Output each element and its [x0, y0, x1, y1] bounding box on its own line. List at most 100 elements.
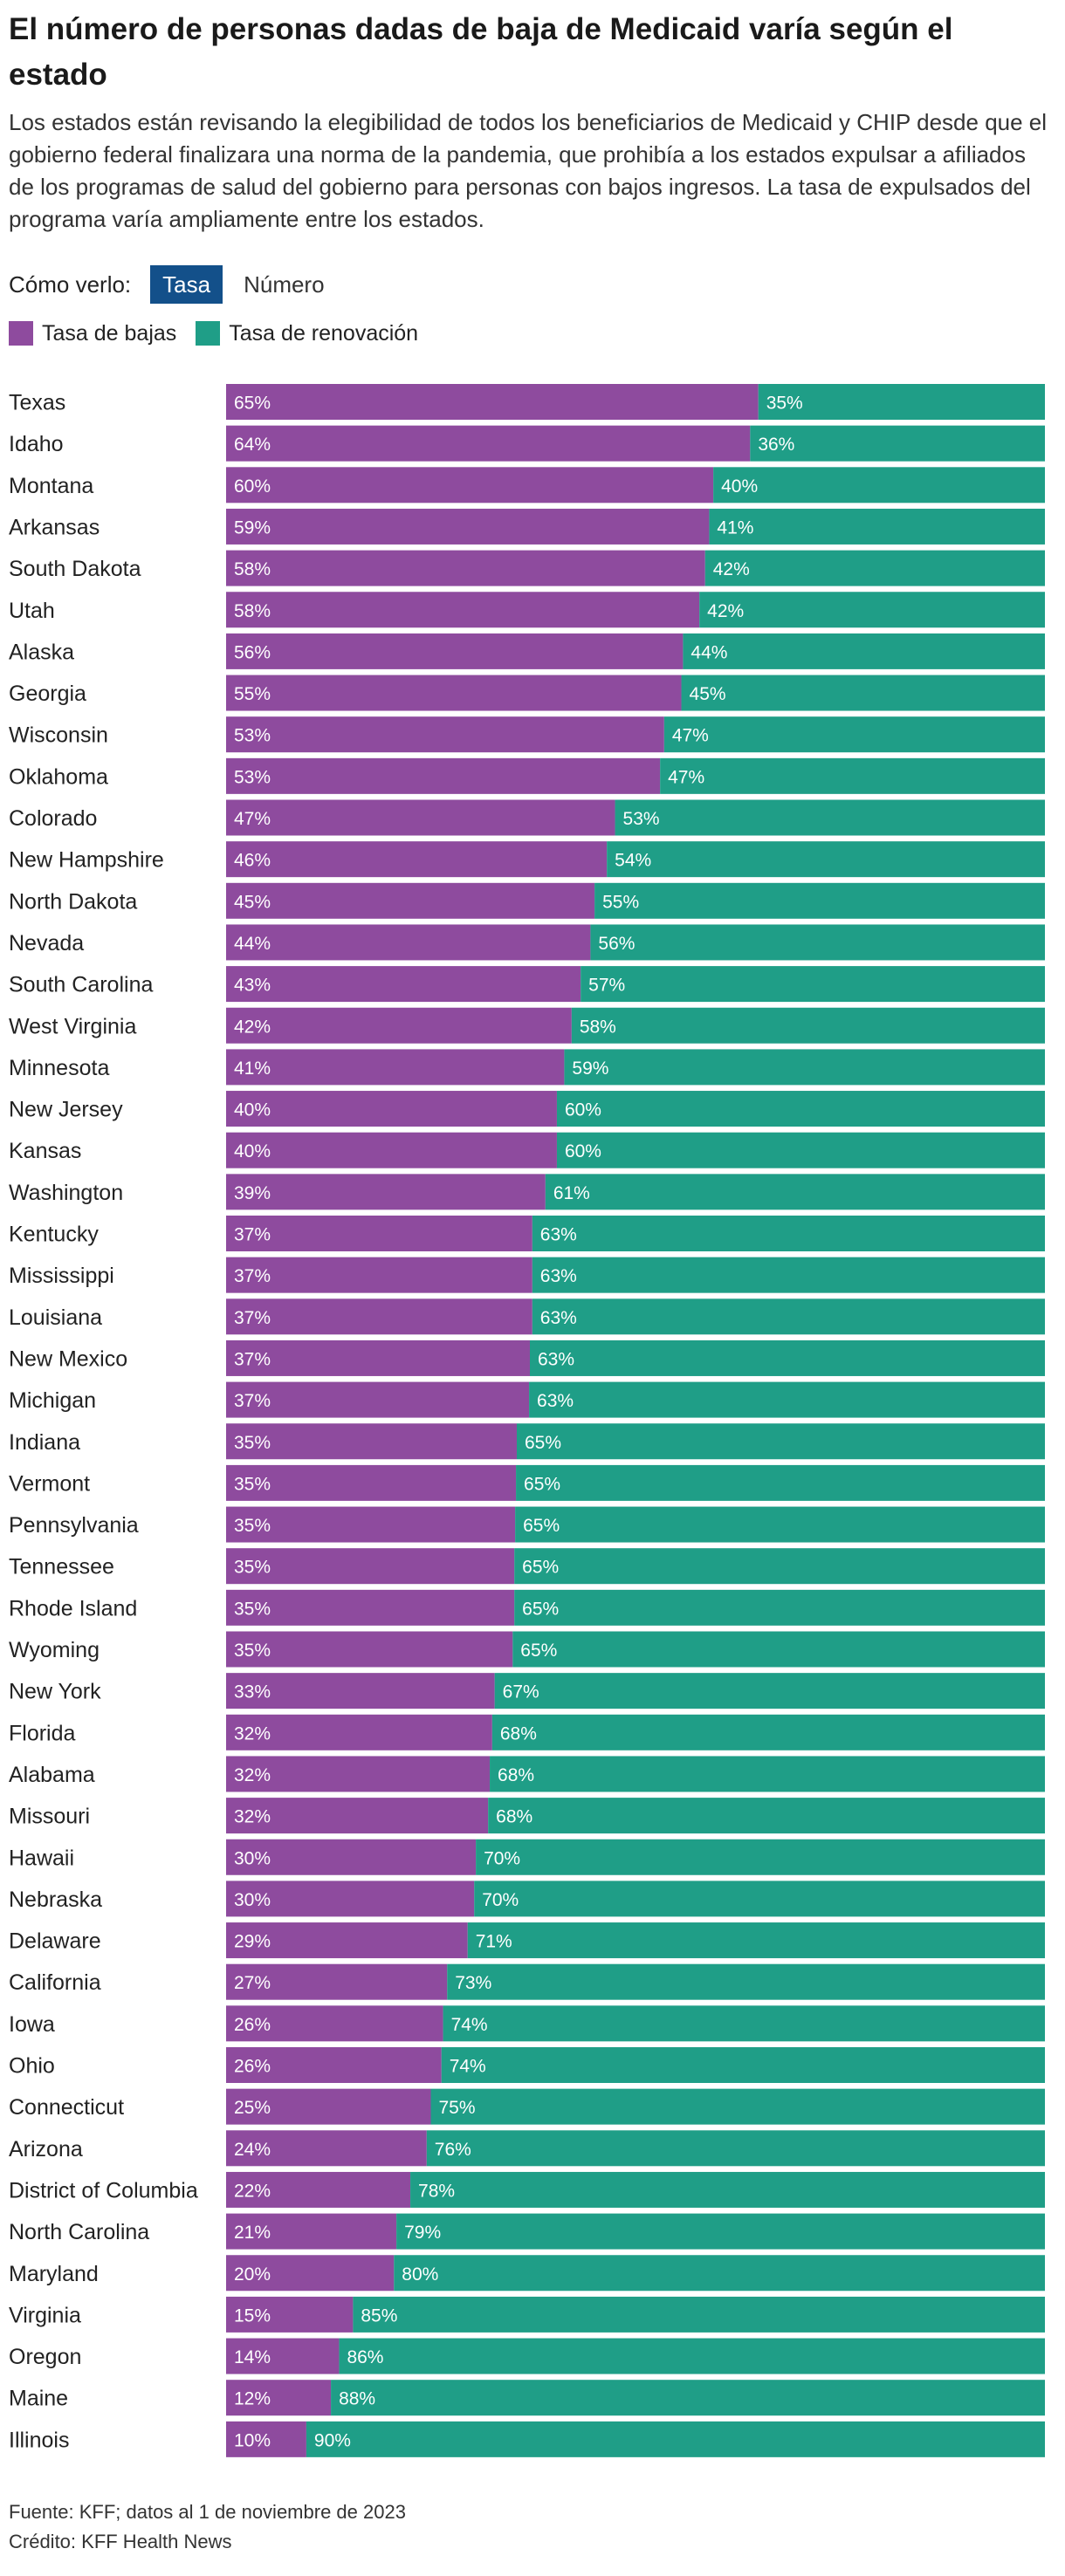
- category-label: Indiana: [9, 1430, 80, 1455]
- data-label-renovacion: 41%: [717, 517, 753, 538]
- bar-renovacion: [750, 425, 1045, 462]
- data-label-renovacion: 47%: [668, 767, 704, 787]
- category-label: North Dakota: [9, 889, 137, 914]
- bar-row-ohio: Ohio 26% 74%: [9, 2047, 1046, 2083]
- data-label-renovacion: 80%: [402, 2264, 438, 2285]
- bar-row-alabama: Alabama 32% 68%: [9, 1756, 1045, 1792]
- data-label-renovacion: 71%: [476, 1932, 512, 1952]
- bar-renovacion: [713, 467, 1045, 504]
- bar-renovacion: [699, 592, 1045, 628]
- toggle-numero[interactable]: Número: [244, 271, 325, 298]
- bar-row-wyoming: Wyoming 35% 65%: [9, 1631, 1045, 1668]
- data-label-bajas: 33%: [234, 1682, 271, 1702]
- bar-renovacion: [607, 841, 1045, 878]
- bar-renovacion: [515, 1506, 1045, 1543]
- toggle-tasa[interactable]: Tasa: [150, 265, 223, 304]
- bar-row-indiana: Indiana 35% 65%: [9, 1423, 1045, 1460]
- data-label-renovacion: 68%: [500, 1723, 537, 1744]
- category-label: Wyoming: [9, 1638, 100, 1662]
- category-label: North Carolina: [9, 2220, 149, 2244]
- category-label: District of Columbia: [9, 2178, 198, 2203]
- data-label-bajas: 29%: [234, 1932, 271, 1952]
- bar-row-oklahoma: Oklahoma 53% 47%: [9, 757, 1045, 794]
- bar-row-delaware: Delaware 29% 71%: [9, 1922, 1045, 1959]
- bar-renovacion: [514, 1589, 1045, 1626]
- bar-row-minnesota: Minnesota 41% 59%: [9, 1049, 1045, 1086]
- data-label-bajas: 64%: [234, 435, 271, 455]
- bar-row-maine: Maine 12% 88%: [9, 2380, 1046, 2416]
- bar-bajas: [226, 1298, 532, 1335]
- data-label-renovacion: 63%: [537, 1391, 574, 1411]
- stacked-bar-chart: Texas 65% 35% Idaho 64% 36% Montana 60% 40% Arkan…: [9, 384, 1046, 2457]
- bar-bajas: [226, 1091, 557, 1127]
- data-label-bajas: 20%: [234, 2264, 271, 2285]
- data-label-bajas: 37%: [234, 1225, 271, 1245]
- category-label: Arizona: [9, 2137, 83, 2162]
- legend-swatch-renovacion: [196, 321, 221, 346]
- category-label: Tennessee: [9, 1555, 114, 1579]
- category-label: Illinois: [9, 2428, 69, 2452]
- bar-row-mississippi: Mississippi 37% 63%: [9, 1257, 1045, 1293]
- bar-row-utah: Utah 58% 42%: [9, 592, 1045, 628]
- data-label-renovacion: 59%: [572, 1058, 608, 1079]
- bar-bajas: [226, 2005, 443, 2042]
- legend-label-renovacion: Tasa de renovación: [229, 320, 419, 346]
- bar-renovacion: [663, 716, 1045, 753]
- data-label-renovacion: 57%: [588, 976, 625, 996]
- data-label-bajas: 32%: [234, 1765, 271, 1785]
- bar-bajas: [226, 2338, 340, 2374]
- category-label: Arkansas: [9, 515, 100, 539]
- category-label: Iowa: [9, 2012, 55, 2037]
- data-label-renovacion: 40%: [721, 476, 758, 497]
- data-label-renovacion: 58%: [580, 1017, 616, 1037]
- data-label-bajas: 27%: [234, 1973, 271, 1993]
- bar-bajas: [226, 633, 684, 669]
- bar-bajas: [226, 2380, 332, 2416]
- category-label: Oregon: [9, 2345, 81, 2369]
- bar-row-new-mexico: New Mexico 37% 63%: [9, 1339, 1045, 1376]
- category-label: New Hampshire: [9, 848, 164, 873]
- bar-renovacion: [474, 1881, 1045, 1917]
- bar-bajas: [226, 1339, 530, 1376]
- bar-renovacion: [467, 1922, 1045, 1959]
- bar-row-south-carolina: South Carolina 43% 57%: [9, 966, 1045, 1003]
- data-label-bajas: 35%: [234, 1516, 271, 1536]
- data-label-renovacion: 85%: [361, 2305, 397, 2326]
- bar-bajas: [226, 1756, 491, 1792]
- bar-bajas: [226, 1963, 448, 2000]
- bar-renovacion: [426, 2130, 1045, 2167]
- data-label-renovacion: 70%: [482, 1890, 519, 1910]
- bar-renovacion: [516, 1423, 1045, 1460]
- credit-note: Crédito: KFF Health News: [9, 2531, 232, 2552]
- category-label: Wisconsin: [9, 723, 108, 748]
- data-label-renovacion: 65%: [523, 1516, 560, 1536]
- legend-item-renovacion: Tasa de renovación: [196, 321, 418, 346]
- bar-bajas: [226, 2047, 442, 2083]
- bar-bajas: [226, 1381, 530, 1418]
- bar-row-georgia: Georgia 55% 45%: [9, 675, 1045, 711]
- category-label: Connecticut: [9, 2095, 124, 2120]
- data-label-bajas: 37%: [234, 1308, 271, 1328]
- bar-row-arkansas: Arkansas 59% 41%: [9, 508, 1045, 545]
- data-label-bajas: 14%: [234, 2347, 271, 2367]
- bar-renovacion: [615, 799, 1045, 836]
- bar-renovacion: [704, 550, 1045, 586]
- bar-bajas: [226, 1423, 517, 1460]
- bar-bajas: [226, 2255, 395, 2292]
- bar-bajas: [226, 2130, 427, 2167]
- bar-row-south-dakota: South Dakota 58% 42%: [9, 550, 1045, 586]
- data-label-bajas: 26%: [234, 2057, 271, 2077]
- bar-renovacion: [556, 1132, 1045, 1168]
- bar-renovacion: [441, 2047, 1046, 2083]
- bar-row-tennessee: Tennessee 35% 65%: [9, 1548, 1045, 1585]
- bar-bajas: [226, 508, 710, 545]
- bar-bajas: [226, 2296, 354, 2333]
- category-label: Kentucky: [9, 1223, 99, 1247]
- bar-row-nevada: Nevada 44% 56%: [9, 924, 1045, 961]
- category-label: Kansas: [9, 1139, 81, 1163]
- bar-row-vermont: Vermont 35% 65%: [9, 1464, 1045, 1501]
- bar-renovacion: [494, 1673, 1045, 1709]
- bar-bajas: [226, 1506, 516, 1543]
- data-label-bajas: 42%: [234, 1017, 271, 1037]
- data-label-renovacion: 42%: [713, 559, 750, 579]
